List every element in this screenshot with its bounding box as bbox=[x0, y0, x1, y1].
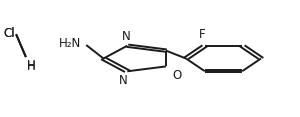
Text: H₂N: H₂N bbox=[59, 37, 81, 50]
Text: Cl: Cl bbox=[3, 27, 15, 40]
Text: H: H bbox=[27, 59, 36, 72]
Text: H: H bbox=[27, 60, 36, 73]
Text: N: N bbox=[122, 30, 130, 43]
Text: F: F bbox=[198, 28, 205, 41]
Text: N: N bbox=[118, 74, 127, 87]
Text: Cl: Cl bbox=[3, 27, 15, 40]
Text: O: O bbox=[172, 69, 182, 82]
